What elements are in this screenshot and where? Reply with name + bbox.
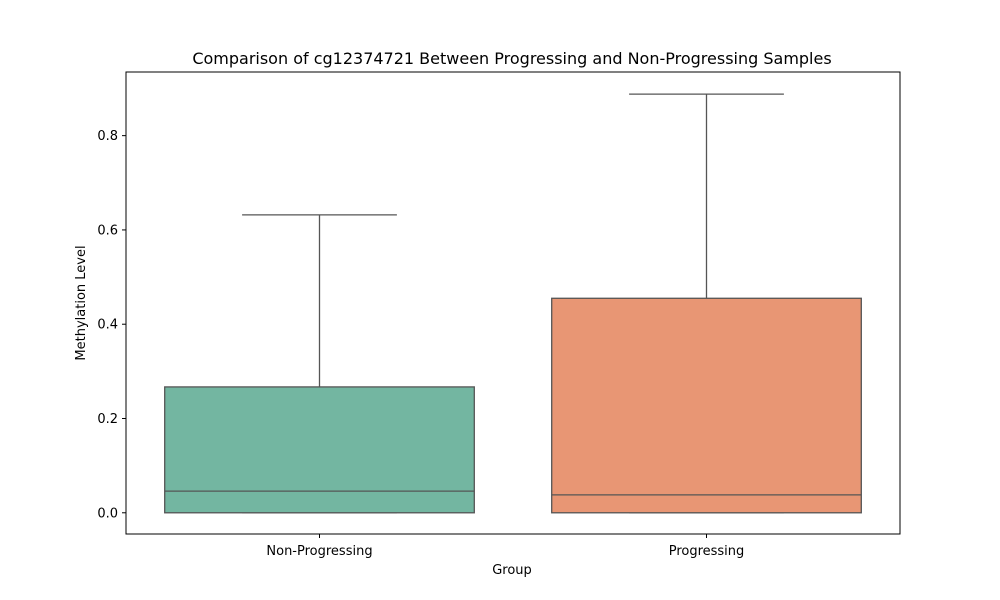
plot-area-frame bbox=[125, 71, 901, 535]
box-group-progressing bbox=[551, 93, 862, 514]
x-tick-label: Progressing bbox=[669, 544, 745, 559]
y-axis-label: Methylation Level bbox=[74, 245, 89, 360]
x-axis-label: Group bbox=[492, 563, 532, 578]
x-axis: Non-Progressing Progressing bbox=[266, 534, 744, 559]
y-tick-label: 0.2 bbox=[97, 412, 118, 427]
box-iqr bbox=[551, 297, 862, 514]
box-iqr bbox=[164, 386, 475, 514]
y-tick-label: 0.0 bbox=[97, 506, 118, 521]
chart-title: Comparison of cg12374721 Between Progres… bbox=[192, 49, 831, 68]
y-axis: 0.0 0.2 0.4 0.6 0.8 bbox=[97, 129, 126, 521]
y-tick-label: 0.6 bbox=[97, 223, 118, 238]
box-group-non-progressing bbox=[164, 214, 475, 514]
y-tick-label: 0.8 bbox=[97, 129, 118, 144]
boxes-layer bbox=[164, 93, 862, 514]
y-tick-label: 0.4 bbox=[97, 318, 118, 333]
x-tick-label: Non-Progressing bbox=[266, 544, 372, 559]
